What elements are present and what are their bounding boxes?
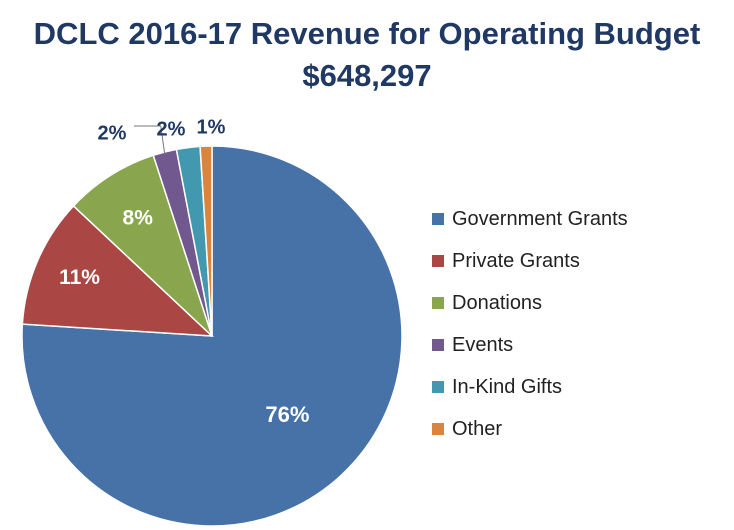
data-label: 76% [265,402,309,427]
legend-label: Other [452,417,503,440]
legend-swatch [432,423,444,435]
chart-title: DCLC 2016-17 Revenue for Operating Budge… [33,16,701,51]
legend-item: Private Grants [432,240,628,282]
legend-swatch [432,381,444,393]
legend-item: Government Grants [432,198,628,240]
data-label: 1% [197,116,226,138]
legend-item: Other [432,408,628,450]
legend-label: In-Kind Gifts [452,375,563,398]
data-label: 11% [59,266,100,289]
data-label: 2% [98,122,127,144]
pie-slice-other [199,145,213,337]
legend-item: Donations [432,282,628,324]
legend-swatch [432,339,444,351]
legend-swatch [432,213,444,225]
chart-subtitle: $648,297 [302,58,432,93]
data-label: 2% [157,118,186,140]
legend-swatch [432,297,444,309]
legend-label: Private Grants [452,249,580,272]
leader-line [134,125,166,155]
pie-slice-private-grants [21,204,215,337]
legend-label: Government Grants [452,207,628,230]
legend-swatch [432,255,444,267]
legend-item: Events [432,324,628,366]
legend: Government Grants Private Grants Donations… [432,198,628,450]
data-label: 8% [123,206,154,229]
legend-label: Events [452,333,514,356]
legend-label: Donations [452,291,543,314]
legend-item: In-Kind Gifts [432,366,628,408]
pie-slice-donations [72,154,213,337]
